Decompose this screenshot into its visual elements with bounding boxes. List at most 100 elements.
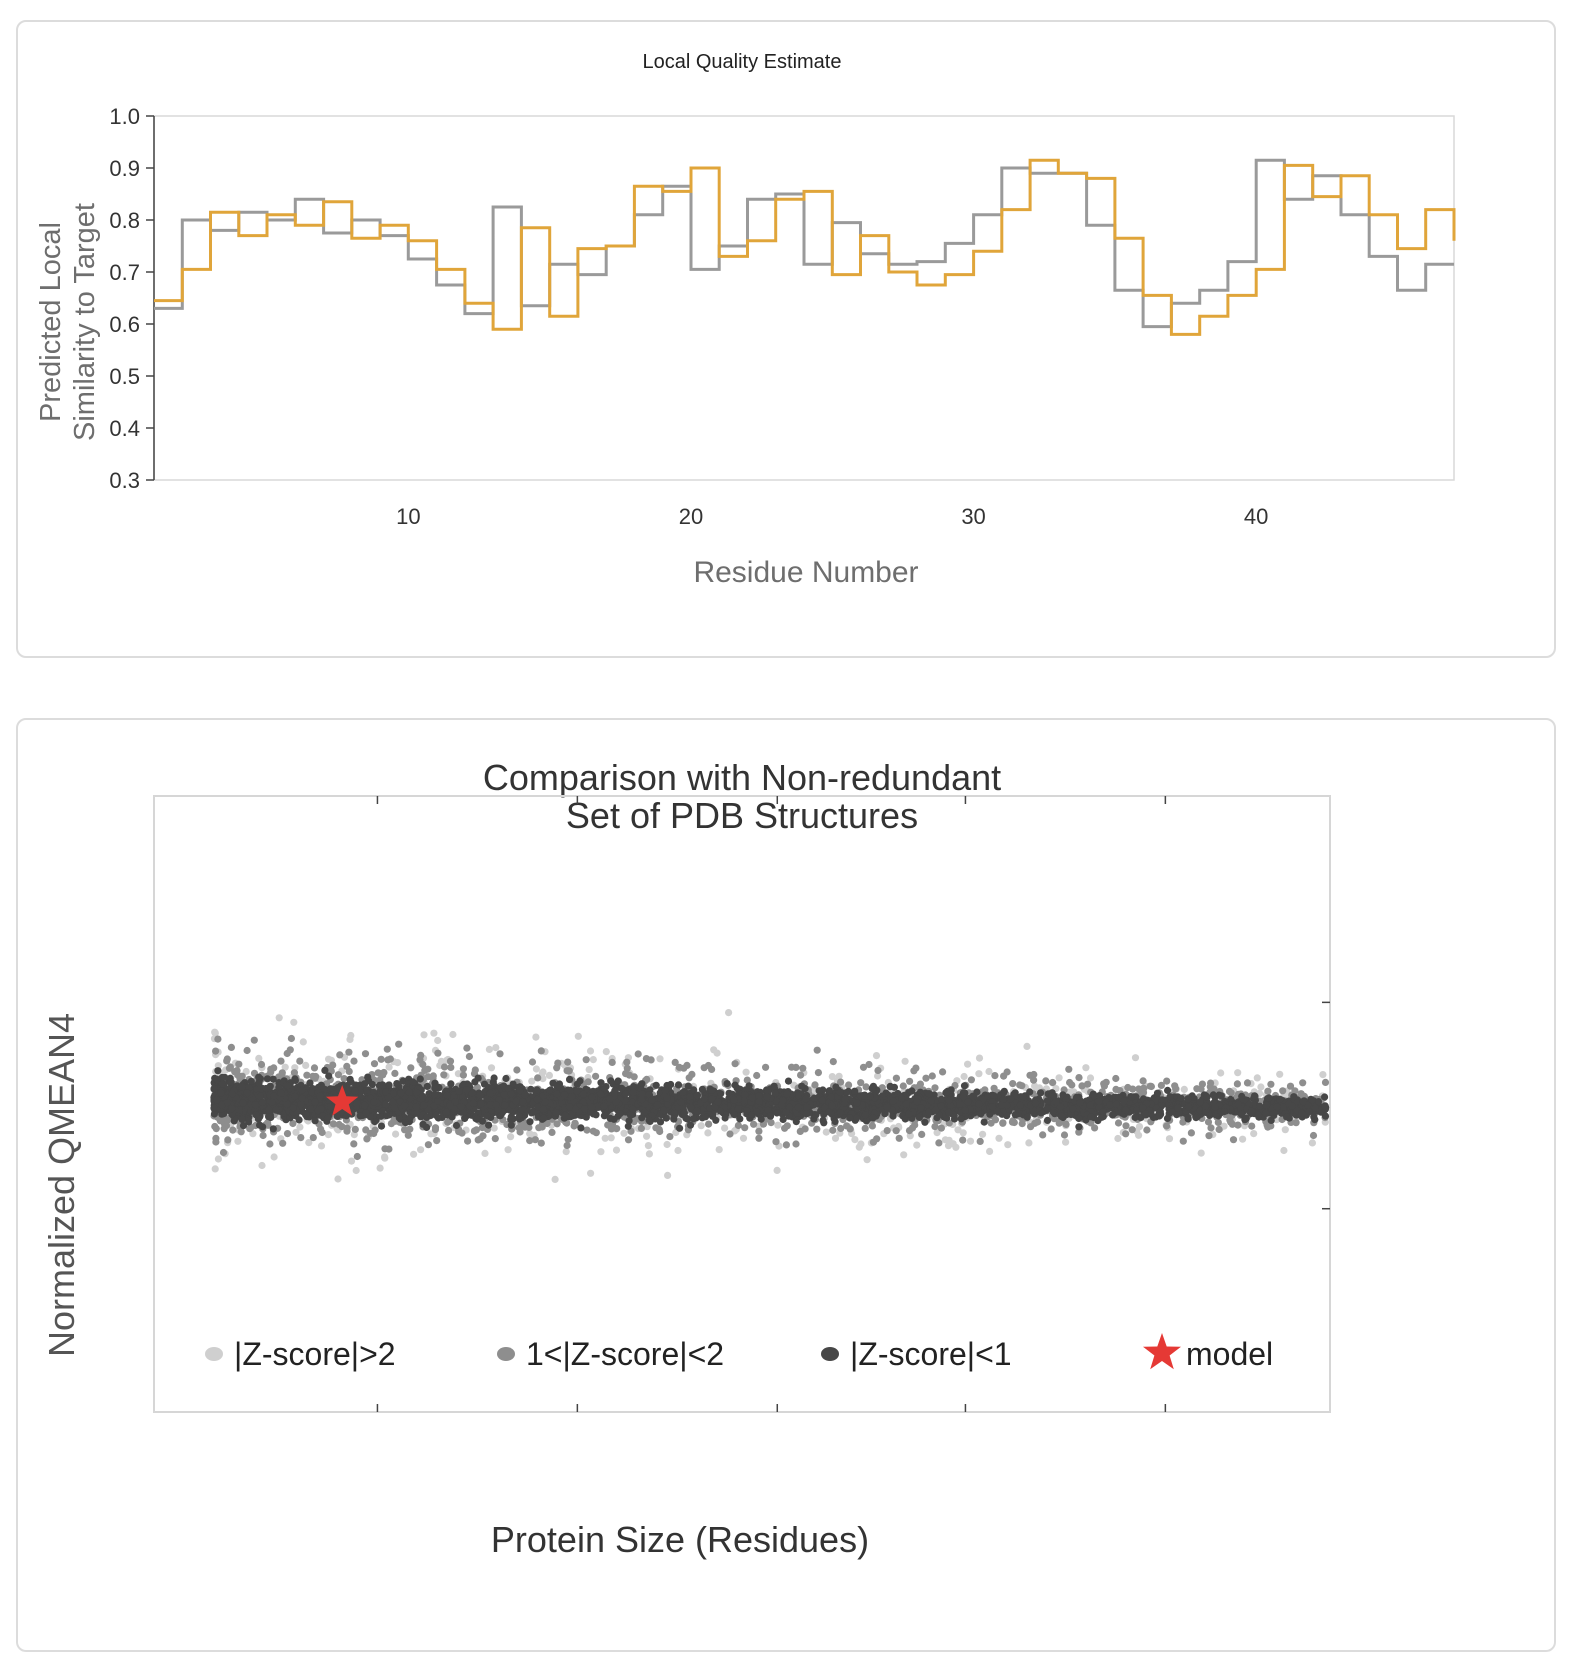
scatter-point bbox=[1075, 1128, 1083, 1136]
scatter-point bbox=[878, 1084, 886, 1092]
scatter-point bbox=[250, 1036, 258, 1044]
scatter-point bbox=[762, 1063, 770, 1071]
scatter-point bbox=[1197, 1149, 1205, 1157]
scatter-point bbox=[1049, 1078, 1057, 1087]
scatter-point bbox=[822, 1128, 830, 1136]
scatter-point bbox=[1253, 1074, 1261, 1082]
scatter-point bbox=[671, 1058, 679, 1066]
scatter-point bbox=[212, 1047, 220, 1055]
scatter-point bbox=[211, 1122, 219, 1131]
scatter-point bbox=[447, 1063, 455, 1071]
scatter-point bbox=[564, 1135, 572, 1144]
scatter-point bbox=[912, 1064, 920, 1072]
scatter-point bbox=[859, 1063, 868, 1071]
scatter-point bbox=[214, 1067, 222, 1075]
scatter-point bbox=[346, 1075, 354, 1083]
scatter-point bbox=[535, 1124, 543, 1132]
scatter-point bbox=[377, 1055, 385, 1063]
y-tick-label: 1.0 bbox=[109, 104, 140, 129]
scatter-point bbox=[1215, 1125, 1223, 1134]
scatter-point bbox=[287, 1034, 295, 1043]
chart-title-line-1: Comparison with Non-redundant bbox=[483, 757, 1001, 798]
scatter-point bbox=[1291, 1087, 1299, 1095]
scatter-point bbox=[1062, 1120, 1070, 1128]
scatter-point bbox=[407, 1064, 415, 1072]
scatter-point bbox=[392, 1130, 400, 1138]
x-tick-label: 10 bbox=[396, 504, 420, 529]
scatter-point bbox=[434, 1097, 442, 1105]
scatter-point bbox=[583, 1126, 591, 1134]
y-tick-label: 0.6 bbox=[109, 312, 140, 337]
scatter-point bbox=[551, 1175, 559, 1183]
scatter-point bbox=[772, 1138, 780, 1146]
scatter-point bbox=[1233, 1080, 1241, 1088]
scatter-point bbox=[624, 1122, 632, 1130]
series-line-1 bbox=[154, 158, 1454, 329]
scatter-point bbox=[1292, 1119, 1300, 1127]
scatter-point bbox=[434, 1036, 442, 1045]
pdb-comparison-panel: Comparison with Non-redundant Set of PDB… bbox=[16, 718, 1556, 1652]
scatter-point bbox=[574, 1032, 582, 1040]
scatter-point bbox=[597, 1079, 605, 1087]
scatter-point bbox=[607, 1125, 616, 1133]
scatter-point bbox=[1192, 1114, 1200, 1122]
scatter-point bbox=[802, 1110, 811, 1118]
scatter-point bbox=[625, 1117, 633, 1125]
y-tick-label: 0.3 bbox=[109, 468, 140, 493]
scatter-point bbox=[350, 1057, 358, 1065]
scatter-point bbox=[689, 1115, 698, 1123]
scatter-point bbox=[277, 1057, 285, 1065]
scatter-point bbox=[857, 1079, 865, 1087]
scatter-point bbox=[279, 1139, 287, 1147]
scatter-point bbox=[1180, 1085, 1188, 1093]
scatter-point bbox=[1062, 1138, 1070, 1146]
scatter-point bbox=[258, 1161, 266, 1170]
scatter-point bbox=[845, 1081, 853, 1089]
scatter-point bbox=[1047, 1125, 1055, 1133]
scatter-point bbox=[306, 1079, 314, 1087]
scatter-point bbox=[1250, 1130, 1258, 1138]
scatter-point bbox=[318, 1128, 326, 1137]
scatter-point bbox=[1009, 1080, 1017, 1088]
scatter-point bbox=[362, 1126, 370, 1134]
scatter-point bbox=[959, 1129, 967, 1137]
scatter-point bbox=[865, 1060, 873, 1069]
scatter-point bbox=[1030, 1070, 1038, 1079]
scatter-point bbox=[931, 1123, 939, 1131]
scatter-point bbox=[223, 1055, 231, 1063]
scatter-point bbox=[507, 1121, 515, 1129]
scatter-point bbox=[430, 1029, 438, 1037]
pdb-comparison-chart: Comparison with Non-redundant Set of PDB… bbox=[41, 757, 1331, 1560]
scatter-point bbox=[449, 1030, 457, 1039]
scatter-point bbox=[474, 1074, 482, 1082]
scatter-point bbox=[637, 1124, 646, 1132]
scatter-point bbox=[813, 1046, 821, 1054]
scatter-point bbox=[967, 1076, 976, 1084]
scatter-point bbox=[1179, 1118, 1187, 1126]
scatter-point bbox=[1143, 1126, 1151, 1134]
scatter-point bbox=[434, 1049, 442, 1057]
scatter-point bbox=[395, 1114, 403, 1122]
scatter-point bbox=[1122, 1130, 1130, 1138]
scatter-point bbox=[311, 1117, 319, 1125]
scatter-point bbox=[1100, 1082, 1108, 1090]
scatter-point bbox=[643, 1132, 651, 1140]
scatter-point bbox=[1286, 1082, 1295, 1090]
scatter-point bbox=[624, 1136, 633, 1144]
scatter-point bbox=[1299, 1079, 1307, 1087]
scatter-point bbox=[975, 1054, 984, 1062]
scatter-point bbox=[356, 1112, 364, 1120]
scatter-point bbox=[990, 1092, 998, 1100]
scatter-point bbox=[985, 1067, 993, 1076]
scatter-point bbox=[873, 1135, 881, 1143]
scatter-point bbox=[1082, 1064, 1090, 1072]
scatter-point bbox=[831, 1134, 840, 1142]
scatter-point bbox=[705, 1120, 713, 1128]
scatter-point bbox=[995, 1134, 1003, 1142]
scatter-point bbox=[611, 1087, 619, 1095]
scatter-point bbox=[533, 1086, 541, 1094]
scatter-point bbox=[246, 1125, 254, 1133]
scatter-point bbox=[655, 1126, 663, 1134]
scatter-point bbox=[257, 1060, 266, 1069]
scatter-point bbox=[872, 1052, 881, 1060]
